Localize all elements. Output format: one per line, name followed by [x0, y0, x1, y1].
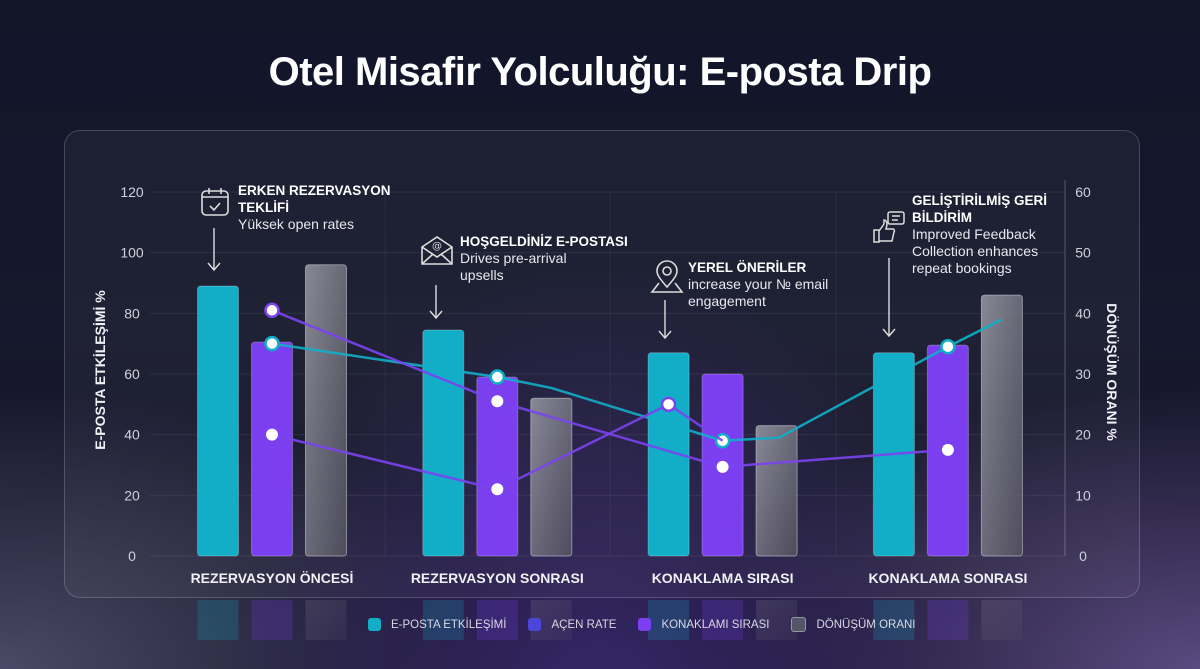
- thumbs-up-feedback-icon: [873, 211, 905, 243]
- bar-gray: [755, 425, 798, 557]
- bar-reflection: [927, 600, 969, 640]
- bar-gray: [980, 294, 1023, 557]
- bar-reflection: [756, 600, 798, 640]
- y-tick-right: 30: [1075, 366, 1091, 382]
- y-tick-left: 40: [124, 427, 140, 443]
- bar-purple: [251, 341, 293, 557]
- annotation-text: increase your № email engagement: [688, 276, 829, 309]
- line-marker: [941, 443, 954, 456]
- bar-reflection: [305, 600, 347, 640]
- bar-reflection: [648, 600, 690, 640]
- annotation-title: HOŞGELDİNİZ E-POSTASI: [460, 234, 628, 249]
- x-tick-label: REZERVASYON ÖNCESİ: [191, 570, 354, 586]
- bar-cyan: [647, 352, 690, 557]
- bar-gray: [530, 397, 573, 557]
- y-tick-left: 80: [124, 305, 140, 321]
- arrow-head-icon: [429, 310, 443, 320]
- line-marker: [491, 483, 504, 496]
- legend-swatch: [791, 617, 807, 632]
- legend-label: DÖNÜŞÜM ORANI: [816, 618, 916, 631]
- legend-item-stay: KONAKLAMI SIRASI: [638, 618, 769, 631]
- line-marker: [266, 428, 278, 441]
- line-marker: [264, 335, 280, 352]
- line-series-purple: [271, 402, 724, 491]
- bar-reflection: [422, 600, 464, 640]
- annotation-title: YEREL ÖNERİLER: [688, 260, 807, 275]
- bar-reflection: [702, 600, 744, 640]
- y-tick-right: 0: [1079, 548, 1087, 564]
- annotation-title: ERKEN REZERVASYON TEKLİFİ: [238, 183, 391, 215]
- y-axis-right-title: DÖNÜŞÜM ORANI %: [1104, 303, 1120, 441]
- x-tick-label: REZERVASYON SONRASI: [411, 570, 584, 586]
- x-tick-label: KONAKLAMA SIRASI: [652, 570, 794, 586]
- bar-reflection: [873, 600, 915, 640]
- y-tick-left: 0: [128, 548, 136, 564]
- line-marker: [491, 395, 504, 408]
- y-tick-left: 60: [124, 366, 140, 382]
- bar-cyan: [422, 329, 465, 557]
- bar-reflection: [981, 600, 1023, 640]
- chart-title: Otel Misafir Yolculuğu: E-posta Drip: [268, 50, 932, 94]
- y-tick-left: 100: [120, 245, 144, 261]
- annotation-title: GELİŞTİRİLMİŞ GERİ BİLDİRİM: [912, 193, 1048, 225]
- y-tick-left: 120: [120, 184, 144, 200]
- legend-label: KONAKLAMI SIRASI: [661, 618, 770, 631]
- y-tick-right: 40: [1075, 305, 1091, 321]
- bar-reflection: [476, 600, 518, 640]
- legend-swatch: [368, 618, 381, 631]
- arrow-head-icon: [207, 262, 221, 272]
- bar-reflection: [197, 600, 239, 640]
- legend-item-conversion: DÖNÜŞÜM ORANI: [791, 617, 915, 632]
- legend: E-POSTA ETKİLEŞİMİ AÇEN RATE KONAKLAMI S…: [368, 617, 915, 632]
- email-open-icon: @: [421, 236, 453, 265]
- svg-text:@: @: [432, 241, 442, 252]
- y-tick-right: 20: [1075, 427, 1091, 443]
- bar-reflection: [251, 600, 293, 640]
- calendar-check-icon: [201, 188, 229, 216]
- annotation-text: Yüksek open rates: [238, 216, 354, 232]
- map-pin-icon: [650, 260, 684, 293]
- line-marker: [489, 369, 506, 385]
- legend-label: AÇEN RATE: [551, 618, 617, 631]
- bar-cyan: [197, 285, 239, 557]
- annotation-text: Improved Feedback Collection enhances re…: [912, 226, 1039, 276]
- y-axis-left-title: E-POSTA ETKİLEŞİMİ %: [92, 290, 108, 450]
- y-tick-left: 20: [124, 487, 140, 503]
- line-marker: [940, 338, 956, 355]
- y-tick-right: 50: [1075, 245, 1091, 261]
- y-tick-right: 60: [1075, 184, 1091, 200]
- y-tick-right: 10: [1075, 487, 1091, 503]
- legend-swatch: [638, 618, 652, 631]
- x-tick-label: KONAKLAMA SONRASI: [868, 570, 1027, 586]
- annotation-text: Drives pre-arrival upsells: [460, 250, 567, 283]
- line-marker: [264, 302, 280, 319]
- legend-swatch: [528, 618, 542, 631]
- legend-item-email-engagement: E-POSTA ETKİLEŞİMİ: [368, 618, 506, 631]
- line-marker: [660, 396, 677, 413]
- legend-item-open-rate: AÇEN RATE: [528, 618, 616, 631]
- arrow-head-icon: [882, 328, 896, 338]
- line-marker: [716, 460, 729, 473]
- legend-label: E-POSTA ETKİLEŞİMİ: [391, 618, 507, 631]
- arrow-head-icon: [658, 330, 672, 340]
- bar-gray: [305, 264, 347, 557]
